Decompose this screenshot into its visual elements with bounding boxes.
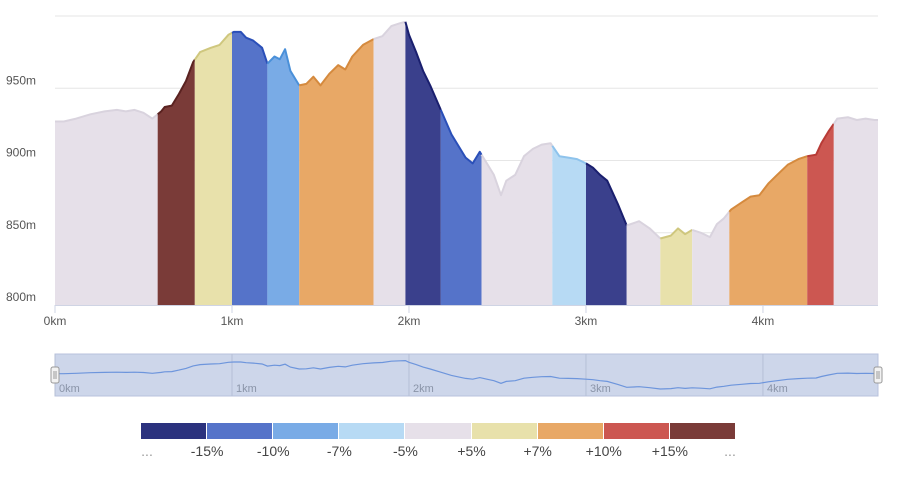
legend-swatch [537, 423, 603, 439]
legend-label: -5% [392, 443, 418, 459]
segment-outline [480, 142, 554, 197]
area-segment [373, 21, 406, 306]
elevation-areas [55, 20, 878, 306]
segment-outline [266, 48, 301, 86]
segment-outline [728, 155, 808, 213]
area-segment [833, 117, 878, 305]
legend-swatch [603, 423, 669, 439]
segment-outline [585, 162, 628, 226]
area-segment [55, 109, 158, 306]
segment-outline [626, 220, 661, 240]
navigator-series [55, 359, 878, 390]
legend-swatch [141, 423, 207, 439]
y-tick-label: 850m [6, 218, 36, 232]
area-segment [660, 228, 693, 305]
y-tick-label: 950m [6, 73, 36, 87]
navigator-tick-label: 3km [590, 383, 611, 395]
segment-outline [193, 32, 233, 61]
navigator-handle-left[interactable] [50, 366, 60, 384]
area-segment [157, 59, 195, 306]
y-tick-label: 800m [6, 290, 36, 304]
legend-swatch [207, 423, 273, 439]
area-segment [729, 156, 808, 305]
legend-label: ... [724, 443, 736, 459]
legend-swatch [339, 423, 405, 439]
y-axis-labels: 800m 850m 900m 950m [6, 73, 36, 304]
area-segment [231, 31, 268, 306]
x-tick-label: 3km [575, 314, 598, 328]
x-tick-label: 4km [752, 314, 775, 328]
legend-swatch [405, 423, 471, 439]
legend-swatch [273, 423, 339, 439]
segment-outline [660, 227, 693, 240]
segment-outline [404, 21, 442, 111]
area-segment [440, 109, 482, 306]
legend-label: -7% [326, 443, 352, 459]
area-segment [807, 123, 834, 305]
segment-outline [55, 108, 159, 123]
legend-label: +5% [457, 443, 486, 459]
legend-label: -10% [256, 443, 290, 459]
navigator-tick-label: 0km [59, 383, 80, 395]
legend-swatch [669, 423, 735, 439]
legend-label: +7% [523, 443, 552, 459]
area-segment [585, 163, 627, 305]
legend-label: +15% [651, 443, 688, 459]
area-segment [626, 221, 661, 305]
area-segment [267, 49, 300, 306]
segment-outline [298, 38, 375, 87]
x-tick-label: 2km [398, 314, 421, 328]
navigator-mask[interactable] [54, 353, 879, 397]
y-tick-label: 900m [6, 146, 36, 160]
area-segment [299, 39, 374, 305]
segment-outline [691, 211, 731, 239]
x-axis: 0km 1km 2km 3km 4km [44, 305, 878, 328]
segment-outline [832, 116, 878, 125]
segment-outline [231, 30, 269, 65]
area-segment [552, 145, 586, 305]
navigator-tick-label: 4km [767, 383, 788, 395]
legend-label: -15% [190, 443, 224, 459]
segment-outline [439, 109, 483, 165]
segment-outline [157, 59, 196, 116]
navigator-handle-right[interactable] [873, 366, 883, 384]
navigator-tick-label: 2km [413, 383, 434, 395]
segment-outline [373, 20, 406, 41]
segment-outline [551, 145, 587, 165]
legend-swatch [471, 423, 537, 439]
area-segment [481, 143, 553, 305]
segment-outline [807, 123, 835, 158]
legend-label: ... [141, 443, 153, 459]
area-segment [194, 32, 232, 306]
legend-label: +10% [585, 443, 622, 459]
x-tick-label: 0km [44, 314, 67, 328]
navigator-tick-label: 1km [236, 383, 257, 395]
area-segment [692, 211, 730, 305]
x-tick-label: 1km [221, 314, 244, 328]
area-segment [405, 21, 441, 306]
navigator[interactable]: 0km 1km 2km 3km 4km [50, 353, 883, 397]
legend: ... -15% -10% -7% -5% +5% +7% +10% +15%... [141, 423, 736, 463]
